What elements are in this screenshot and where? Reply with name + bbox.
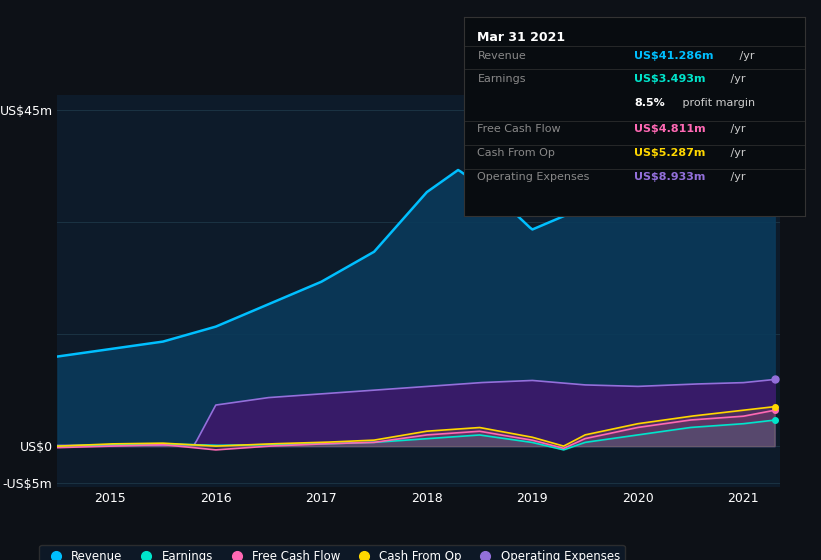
Text: Operating Expenses: Operating Expenses: [478, 172, 589, 182]
Text: US$5.287m: US$5.287m: [635, 148, 705, 158]
Text: /yr: /yr: [736, 50, 755, 60]
Text: Free Cash Flow: Free Cash Flow: [478, 124, 561, 134]
Text: Cash From Op: Cash From Op: [478, 148, 555, 158]
Text: /yr: /yr: [727, 74, 745, 85]
Text: US$4.811m: US$4.811m: [635, 124, 706, 134]
Text: Mar 31 2021: Mar 31 2021: [478, 31, 566, 44]
Text: /yr: /yr: [727, 124, 745, 134]
Text: US$41.286m: US$41.286m: [635, 50, 713, 60]
Text: /yr: /yr: [727, 172, 745, 182]
Text: US$3.493m: US$3.493m: [635, 74, 706, 85]
Text: US$8.933m: US$8.933m: [635, 172, 705, 182]
Text: Earnings: Earnings: [478, 74, 526, 85]
Text: Revenue: Revenue: [478, 50, 526, 60]
Text: 8.5%: 8.5%: [635, 99, 665, 108]
Text: /yr: /yr: [727, 148, 745, 158]
Text: profit margin: profit margin: [679, 99, 755, 108]
Legend: Revenue, Earnings, Free Cash Flow, Cash From Op, Operating Expenses: Revenue, Earnings, Free Cash Flow, Cash …: [39, 545, 625, 560]
